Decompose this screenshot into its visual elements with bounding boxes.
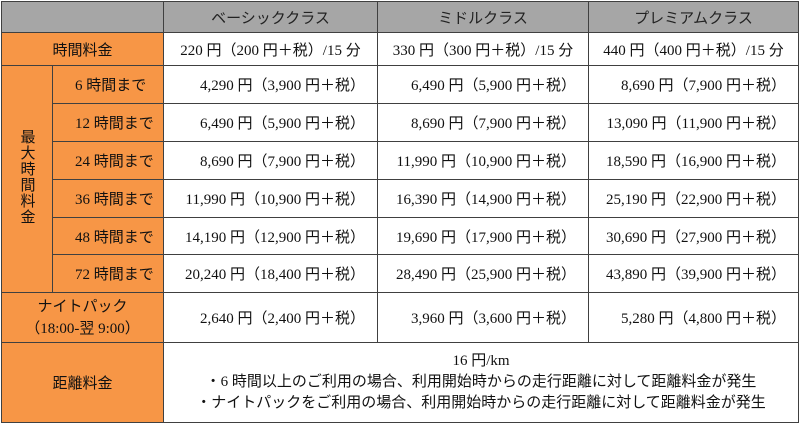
price-cell: 25,190 円（22,900 円＋税） [588,179,799,218]
distance-row: 距離料金 16 円/km ・6 時間以上のご利用の場合、利用開始時からの走行距離… [1,342,799,423]
row-label: 48 時間まで [52,217,164,255]
price-cell: 6,490 円（5,900 円＋税） [377,65,589,104]
price-cell: 13,090 円（11,900 円＋税） [588,103,799,142]
price-cell: 220 円（200 円＋税）/15 分 [163,32,378,66]
price-cell: 8,690 円（7,900 円＋税） [377,103,589,142]
price-cell: 11,990 円（10,900 円＋税） [377,141,589,180]
night-label-cell: ナイトパック （18:00-翌 9:00） [1,292,164,343]
class-header-basic: ベーシッククラス [163,1,378,33]
price-cell: 330 円（300 円＋税）/15 分 [377,32,589,66]
price-cell: 5,280 円（4,800 円＋税） [588,292,799,343]
table-row: 36 時間まで 11,990 円（10,900 円＋税） 16,390 円（14… [2,179,799,218]
price-cell: 6,490 円（5,900 円＋税） [163,103,378,142]
header-row: ベーシッククラス ミドルクラス プレミアムクラス [1,1,799,33]
price-cell: 11,990 円（10,900 円＋税） [163,179,378,218]
price-cell: 3,960 円（3,600 円＋税） [377,292,589,343]
distance-label: 距離料金 [1,342,164,423]
table-row: 24 時間まで 8,690 円（7,900 円＋税） 11,990 円（10,9… [2,141,799,180]
price-cell: 43,890 円（39,900 円＋税） [588,254,799,293]
row-label: 36 時間まで [52,179,164,218]
hourly-row: 時間料金 220 円（200 円＋税）/15 分 330 円（300 円＋税）/… [1,32,799,66]
distance-cell: 16 円/km ・6 時間以上のご利用の場合、利用開始時からの走行距離に対して距… [163,342,799,423]
night-hours: （18:00-翌 9:00） [25,320,140,337]
price-cell: 4,290 円（3,900 円＋税） [163,65,378,104]
class-header-premium: プレミアムクラス [588,1,799,33]
distance-note: ・ナイトパックをご利用の場合、利用開始時からの走行距離に対して距離料金が発生 [196,395,766,411]
distance-note: ・6 時間以上のご利用の場合、利用開始時からの走行距離に対して距離料金が発生 [205,374,757,390]
price-cell: 30,690 円（27,900 円＋税） [588,217,799,255]
hourly-label: 時間料金 [1,32,164,66]
distance-rate: 16 円/km [452,353,510,369]
table-row: 最大時間料金 6 時間まで 4,290 円（3,900 円＋税） 6,490 円… [1,65,799,293]
price-cell: 16,390 円（14,900 円＋税） [377,179,589,218]
table-row: 48 時間まで 14,190 円（12,900 円＋税） 19,690 円（17… [2,217,799,255]
class-header-middle: ミドルクラス [377,1,589,33]
row-label: 12 時間まで [52,103,164,142]
price-cell: 440 円（400 円＋税）/15 分 [588,32,799,66]
price-cell: 2,640 円（2,400 円＋税） [163,292,378,343]
price-cell: 20,240 円（18,400 円＋税） [163,254,378,293]
table-row: 12 時間まで 6,490 円（5,900 円＋税） 8,690 円（7,900… [2,103,799,142]
row-label: 72 時間まで [52,254,164,293]
row-label: 24 時間まで [52,141,164,180]
price-cell: 8,690 円（7,900 円＋税） [163,141,378,180]
price-cell: 28,490 円（25,900 円＋税） [377,254,589,293]
night-row: ナイトパック （18:00-翌 9:00） 2,640 円（2,400 円＋税）… [1,292,799,343]
price-cell: 18,590 円（16,900 円＋税） [588,141,799,180]
corner-cell [1,1,164,33]
table-row: 72 時間まで 20,240 円（18,400 円＋税） 28,490 円（25… [2,254,799,293]
price-cell: 14,190 円（12,900 円＋税） [163,217,378,255]
price-cell: 19,690 円（17,900 円＋税） [377,217,589,255]
night-label: ナイトパック [37,298,128,315]
max-label-cell: 最大時間料金 [1,65,53,293]
row-label: 6 時間まで [52,65,164,104]
max-label: 最大時間料金 [18,128,35,225]
price-cell: 8,690 円（7,900 円＋税） [588,65,799,104]
